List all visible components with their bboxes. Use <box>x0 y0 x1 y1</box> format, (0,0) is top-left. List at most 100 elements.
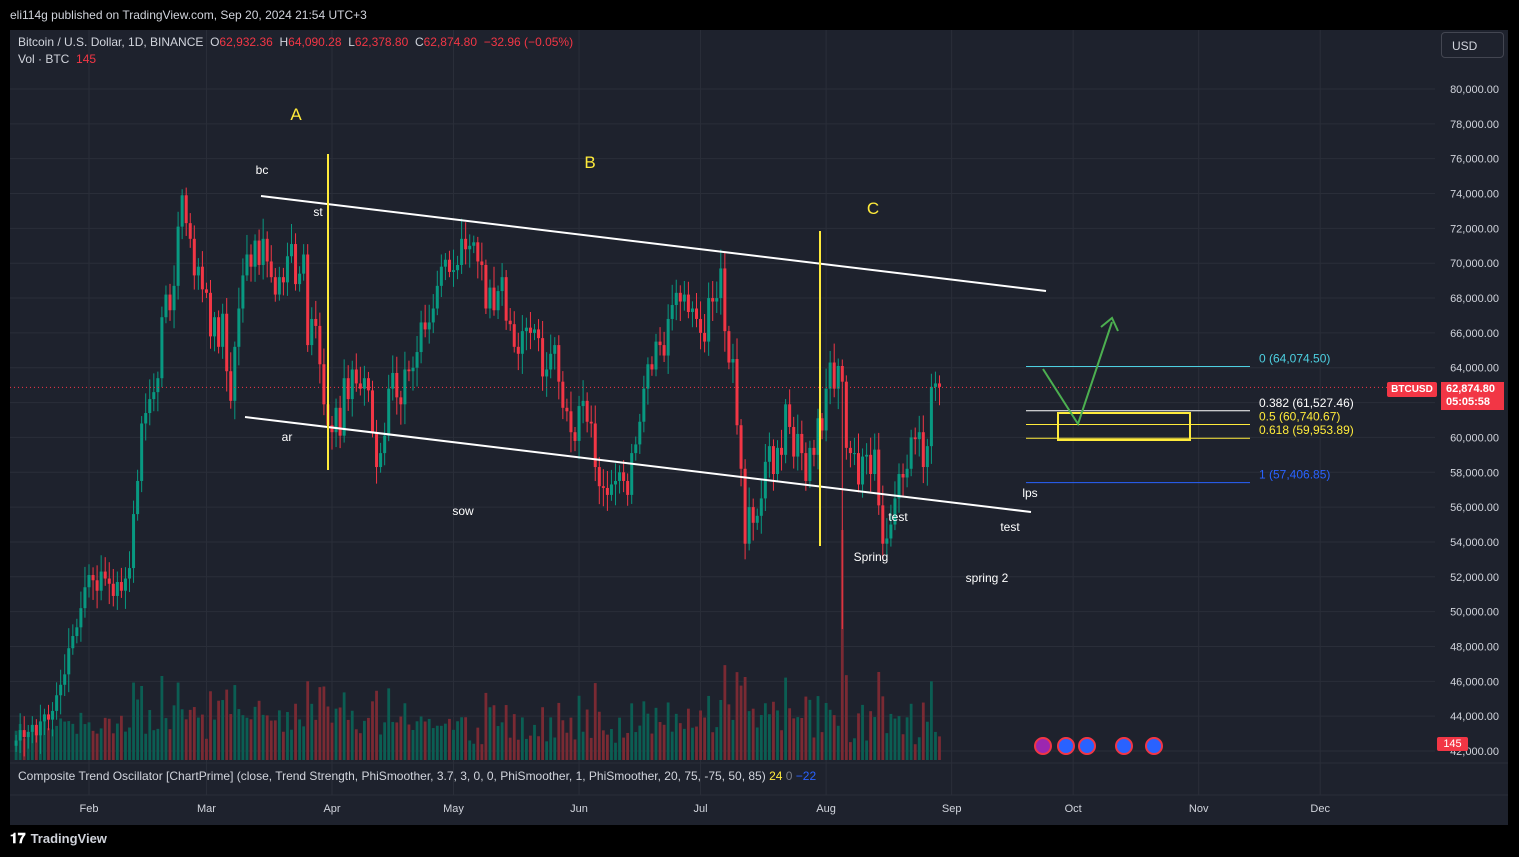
candle-body <box>504 277 508 321</box>
candle-body <box>14 740 18 746</box>
wyckoff-label: sow <box>452 504 474 518</box>
candle-body <box>840 365 844 382</box>
candle-body <box>751 507 755 523</box>
candle-body <box>719 268 723 299</box>
volume-bar <box>610 729 613 760</box>
candle-body <box>132 514 136 569</box>
candle-body <box>107 578 111 584</box>
volume-bar <box>452 729 455 760</box>
candle-body <box>755 515 759 523</box>
volume-bar <box>650 733 654 760</box>
us-flag-event-icon[interactable] <box>1057 737 1075 755</box>
candle-body <box>42 714 46 722</box>
candle-body <box>800 433 804 454</box>
volume-bar <box>711 732 715 760</box>
volume-bar <box>739 685 743 760</box>
candle-body <box>824 388 828 431</box>
volume-bar <box>439 725 443 760</box>
candle-body <box>739 425 743 469</box>
candle-body <box>857 453 860 485</box>
oscillator-label[interactable]: Composite Trend Oscillator [ChartPrime] … <box>18 769 766 783</box>
y-tick-label: 74,000.00 <box>1450 189 1499 201</box>
volume-bar <box>581 731 585 760</box>
dividend-event-icon[interactable] <box>1034 737 1052 755</box>
y-tick-label: 56,000.00 <box>1450 502 1499 514</box>
candle-body <box>844 381 848 448</box>
candle-body <box>711 298 715 302</box>
candle-body <box>646 364 650 389</box>
top-bar: eli114g published on TradingView.com, Se… <box>0 0 1519 30</box>
candle-body <box>650 364 654 370</box>
candle-body <box>209 292 212 337</box>
projection-arrowhead[interactable] <box>1100 316 1119 332</box>
volume-bar <box>460 717 463 760</box>
candle-body <box>160 317 164 379</box>
volume-bar <box>160 675 164 760</box>
volume-bar <box>302 726 306 760</box>
volume-bar <box>371 701 374 760</box>
volume-bar <box>128 727 131 760</box>
candle-body <box>889 524 893 539</box>
volume-bar <box>79 712 83 760</box>
candle-body <box>723 268 727 332</box>
channel-lower-line[interactable] <box>244 416 1032 513</box>
oscillator-legend[interactable]: Composite Trend Oscillator [ChartPrime] … <box>18 769 816 783</box>
close-label: C <box>414 35 424 49</box>
candle-body <box>87 575 91 588</box>
candle-body <box>512 324 516 347</box>
candle-body <box>140 423 144 481</box>
candle-body <box>881 505 885 544</box>
wave-label: A <box>290 105 302 124</box>
currency-button[interactable]: USD <box>1441 32 1504 58</box>
volume-legend[interactable]: Vol · BTC 145 <box>18 52 96 66</box>
us-flag-event-icon[interactable] <box>1078 737 1096 755</box>
candle-body <box>549 353 553 370</box>
candle-body <box>686 294 690 312</box>
candle-body <box>699 318 703 333</box>
volume-bar <box>180 709 184 760</box>
candle-body <box>609 484 613 495</box>
candle-body <box>346 378 350 400</box>
projection-arrow-path[interactable] <box>1042 321 1113 427</box>
volume-bar <box>237 709 241 760</box>
volume-bar <box>407 724 411 760</box>
oscillator-value-3: −22 <box>795 769 817 783</box>
volume-bar <box>294 703 297 760</box>
symbol-name[interactable]: Bitcoin / U.S. Dollar, 1D, BINANCE <box>18 35 204 49</box>
volume-bar <box>144 733 148 760</box>
candle-body <box>103 571 107 579</box>
volume-bar <box>849 742 852 760</box>
volume-bar <box>525 738 528 760</box>
volume-bar <box>549 717 553 760</box>
volume-bar <box>334 708 338 760</box>
volume-bar <box>820 732 824 760</box>
volume-bar <box>387 688 391 760</box>
candle-body <box>828 362 832 389</box>
channel-upper-line[interactable] <box>260 195 1047 292</box>
candle-body <box>933 383 937 387</box>
candle-body <box>225 313 229 372</box>
y-tick-label: 64,000.00 <box>1450 363 1499 375</box>
fib-level-label: 0.382 (61,527.46) <box>1259 396 1354 410</box>
candle-body <box>391 372 395 389</box>
volume-bar <box>379 734 382 760</box>
candle-body <box>913 437 917 440</box>
volume-bar <box>99 728 103 760</box>
candle-body <box>865 454 869 457</box>
us-flag-event-icon[interactable] <box>1145 737 1163 755</box>
candle-body <box>468 245 472 250</box>
volume-bar <box>472 743 476 760</box>
bar-countdown: 05:05:58 <box>1446 396 1491 408</box>
volume-bar <box>411 729 415 760</box>
wave-label: B <box>584 153 595 172</box>
volume-bar <box>314 719 318 760</box>
candle-body <box>99 571 103 591</box>
entry-zone-box[interactable] <box>1057 412 1191 441</box>
us-flag-event-icon[interactable] <box>1115 737 1133 755</box>
candle-body <box>460 238 464 265</box>
candle-body <box>488 287 492 309</box>
candle-body <box>873 449 877 475</box>
symbol-legend[interactable]: Bitcoin / U.S. Dollar, 1D, BINANCE O62,9… <box>18 35 573 49</box>
chart-background <box>10 30 1508 825</box>
